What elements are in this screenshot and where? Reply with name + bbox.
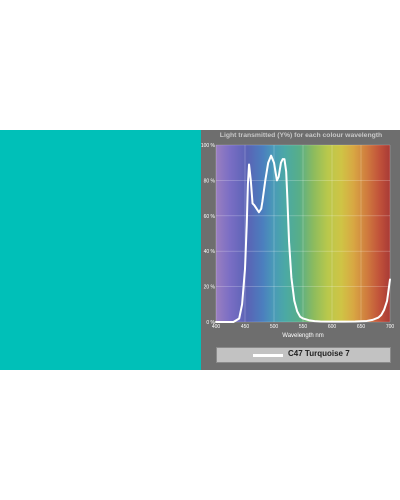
transmission-chart: Light transmitted (Y%) for each colour w… [201,132,395,339]
legend: C47 Turquoise 7 [216,347,391,363]
legend-line-swatch [253,354,283,357]
x-tick-label: 500 [270,324,279,330]
x-tick-label: 550 [299,324,308,330]
transmission-chart-panel: Light transmitted (Y%) for each colour w… [201,130,400,370]
y-axis: 0 % 20 % 40 % 60 % 80 % 100 % [201,143,216,326]
x-axis-label: Wavelength nm [282,333,323,339]
y-tick-label: 0 % [206,320,215,326]
colour-swatch [0,130,201,370]
spectrum-background [216,145,390,322]
x-tick-label: 650 [357,324,366,330]
y-tick-label: 60 % [204,214,216,220]
series-layer [215,154,391,323]
x-tick-label: 600 [328,324,337,330]
y-tick-label: 80 % [204,178,216,184]
y-tick-label: 20 % [204,285,216,291]
y-tick-label: 40 % [204,249,216,255]
chart-title: Light transmitted (Y%) for each colour w… [220,132,382,139]
x-tick-label: 700 [386,324,395,330]
x-axis: 400 450 500 550 600 650 700 [212,324,395,330]
series-line-transmission [215,154,391,323]
x-tick-label: 400 [212,324,221,330]
y-tick-label: 100 % [201,143,216,149]
x-tick-label: 450 [241,324,250,330]
legend-series-label: C47 Turquoise 7 [288,349,350,358]
